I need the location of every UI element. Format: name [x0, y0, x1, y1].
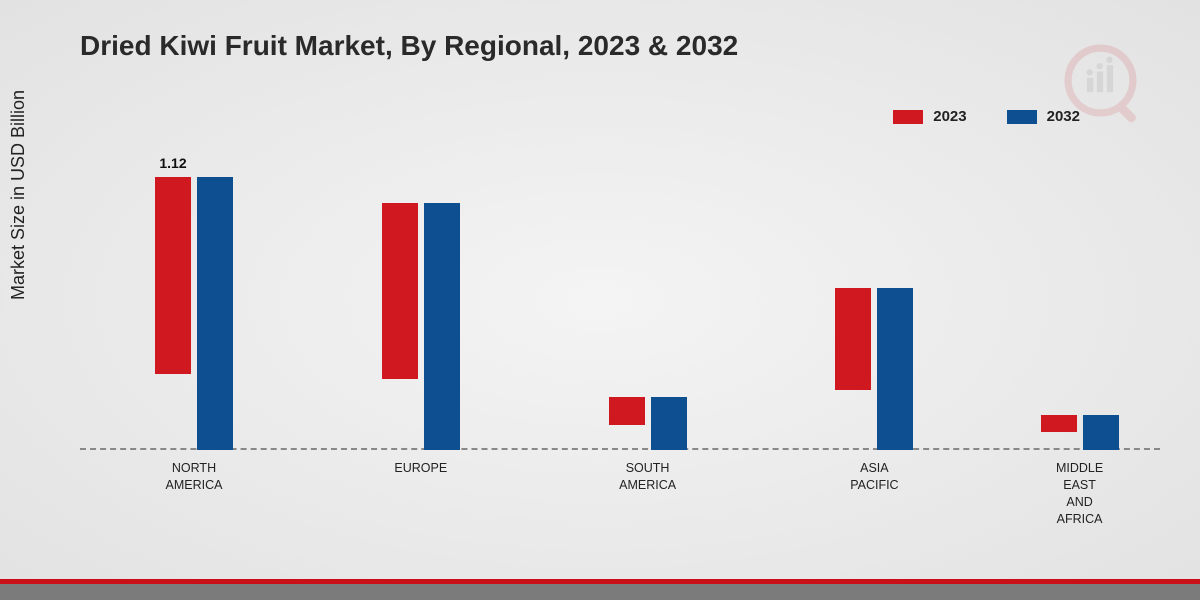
chart-title: Dried Kiwi Fruit Market, By Regional, 20… — [80, 30, 738, 62]
legend-label: 2032 — [1047, 108, 1080, 125]
bar-value-label: 1.12 — [159, 155, 186, 171]
bar-group-mea: MIDDLE EAST AND AFRICA — [1020, 415, 1140, 450]
category-label: ASIA PACIFIC — [850, 460, 898, 494]
bar-2032 — [1083, 415, 1119, 450]
category-label: EUROPE — [394, 460, 447, 477]
category-label: NORTH AMERICA — [166, 460, 223, 494]
bar-2023 — [835, 288, 871, 390]
legend-label: 2023 — [933, 108, 966, 125]
bar-group-sa: SOUTH AMERICA — [588, 397, 708, 450]
legend: 2023 2032 — [893, 108, 1080, 125]
bar-2023: 1.12 — [155, 177, 191, 375]
bar-2023 — [1041, 415, 1077, 433]
category-label: MIDDLE EAST AND AFRICA — [1056, 460, 1103, 528]
bar-group-na: 1.12 NORTH AMERICA — [134, 177, 254, 451]
bar-group-ap: ASIA PACIFIC — [814, 288, 934, 450]
footer-bar — [0, 584, 1200, 600]
bar-2032 — [197, 177, 233, 451]
y-axis-label: Market Size in USD Billion — [8, 90, 29, 300]
bar-group-eu: EUROPE — [361, 203, 481, 450]
bar-2032 — [877, 288, 913, 450]
legend-swatch-icon — [893, 110, 923, 124]
legend-item-2023: 2023 — [893, 108, 966, 125]
bar-2032 — [424, 203, 460, 450]
bar-2032 — [651, 397, 687, 450]
plot-area: 1.12 NORTH AMERICA EUROPE SOUTH AMERICA … — [80, 150, 1160, 450]
bar-2023 — [609, 397, 645, 425]
legend-swatch-icon — [1007, 110, 1037, 124]
bar-2023 — [382, 203, 418, 380]
category-label: SOUTH AMERICA — [619, 460, 676, 494]
legend-item-2032: 2032 — [1007, 108, 1080, 125]
